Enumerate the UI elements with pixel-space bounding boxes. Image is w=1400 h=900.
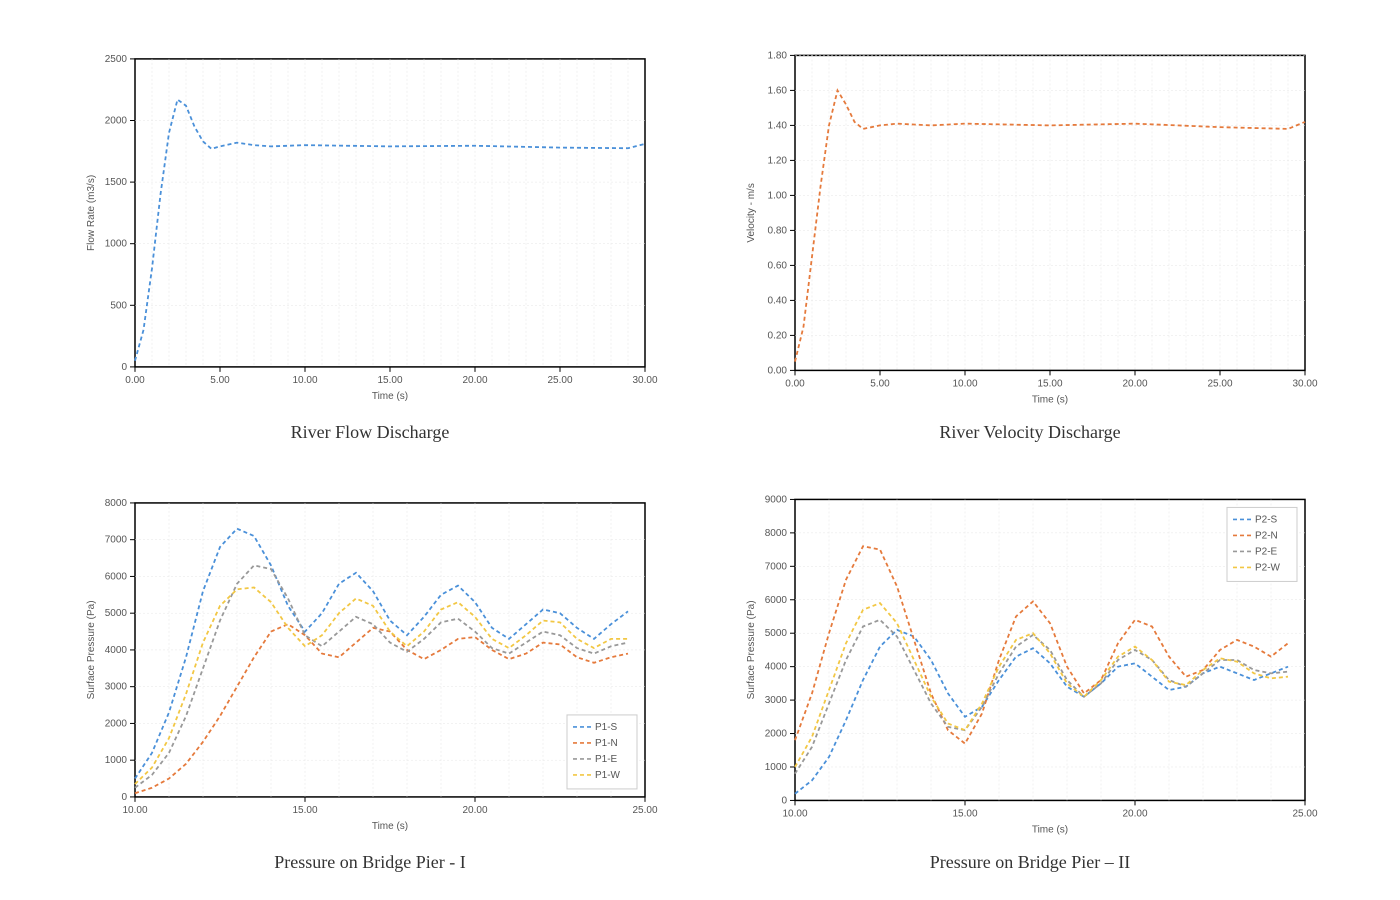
svg-text:P1-N: P1-N [595, 738, 618, 749]
svg-text:6000: 6000 [105, 571, 128, 582]
panel-pier2: 10.00 15.00 20.00 25.00 0 1000 2000 3000 4000 500… [740, 484, 1320, 874]
svg-text:4000: 4000 [765, 662, 788, 673]
svg-text:P1-E: P1-E [595, 754, 618, 765]
svg-text:0.00: 0.00 [768, 365, 788, 376]
svg-text:1.80: 1.80 [768, 50, 788, 61]
svg-text:2000: 2000 [105, 718, 128, 729]
svg-text:P1-W: P1-W [595, 770, 621, 781]
caption-velocity: River Velocity Discharge [939, 422, 1120, 444]
svg-text:20.00: 20.00 [462, 805, 487, 816]
svg-text:Flow Rate (m3/s): Flow Rate (m3/s) [86, 175, 97, 251]
svg-text:15.00: 15.00 [377, 375, 402, 386]
svg-text:1.60: 1.60 [768, 85, 788, 96]
svg-text:20.00: 20.00 [1122, 808, 1147, 819]
svg-text:9000: 9000 [765, 494, 788, 505]
svg-text:10.00: 10.00 [292, 375, 317, 386]
svg-text:Surface Pressure (Pa): Surface Pressure (Pa) [746, 600, 757, 699]
svg-text:25.00: 25.00 [547, 375, 572, 386]
svg-text:Time (s): Time (s) [1032, 824, 1068, 835]
svg-text:P2-W: P2-W [1255, 562, 1281, 573]
svg-text:500: 500 [110, 300, 127, 311]
chart-flow: 0.00 5.00 10.00 15.00 20.00 25.00 30.00 0 500 100… [80, 40, 660, 414]
panel-velocity: 0.00 5.00 10.00 15.00 20.00 25.00 30.00 0.00 0.2… [740, 40, 1320, 444]
svg-text:2000: 2000 [765, 729, 788, 740]
svg-text:8000: 8000 [765, 528, 788, 539]
svg-text:20.00: 20.00 [1122, 378, 1147, 389]
svg-text:10.00: 10.00 [782, 808, 807, 819]
svg-text:10.00: 10.00 [122, 805, 147, 816]
svg-text:Time (s): Time (s) [372, 391, 408, 402]
svg-text:15.00: 15.00 [952, 808, 977, 819]
svg-text:7000: 7000 [765, 561, 788, 572]
svg-text:1000: 1000 [105, 239, 128, 250]
panel-pier1: 10.00 15.00 20.00 25.00 0 1000 2000 3000 4000 500… [80, 484, 660, 874]
svg-text:P2-N: P2-N [1255, 530, 1278, 541]
svg-text:Time (s): Time (s) [1032, 394, 1068, 405]
svg-text:0.00: 0.00 [125, 375, 145, 386]
chart-pier2: 10.00 15.00 20.00 25.00 0 1000 2000 3000 4000 500… [740, 484, 1320, 844]
svg-text:10.00: 10.00 [952, 378, 977, 389]
svg-text:25.00: 25.00 [1207, 378, 1232, 389]
svg-text:Surface Pressure (Pa): Surface Pressure (Pa) [86, 600, 97, 699]
svg-text:6000: 6000 [765, 595, 788, 606]
svg-text:1500: 1500 [105, 177, 128, 188]
svg-text:P2-E: P2-E [1255, 546, 1278, 557]
chart-pier1: 10.00 15.00 20.00 25.00 0 1000 2000 3000 4000 500… [80, 484, 660, 844]
svg-text:1.00: 1.00 [768, 190, 788, 201]
svg-text:1.20: 1.20 [768, 155, 788, 166]
svg-text:5000: 5000 [105, 608, 128, 619]
svg-text:25.00: 25.00 [632, 805, 657, 816]
svg-text:0: 0 [121, 362, 127, 373]
svg-text:4000: 4000 [105, 645, 128, 656]
svg-text:P2-S: P2-S [1255, 514, 1278, 525]
svg-text:5000: 5000 [765, 628, 788, 639]
svg-text:0.60: 0.60 [768, 260, 788, 271]
svg-text:7000: 7000 [105, 535, 128, 546]
caption-pier2: Pressure on Bridge Pier – II [930, 852, 1130, 874]
caption-pier1: Pressure on Bridge Pier - I [274, 852, 465, 874]
svg-text:15.00: 15.00 [1037, 378, 1062, 389]
svg-text:0: 0 [781, 795, 787, 806]
chart-velocity: 0.00 5.00 10.00 15.00 20.00 25.00 30.00 0.00 0.2… [740, 40, 1320, 414]
svg-text:2500: 2500 [105, 54, 128, 65]
svg-text:Velocity - m/s: Velocity - m/s [746, 183, 757, 242]
svg-text:1000: 1000 [765, 762, 788, 773]
svg-text:0.80: 0.80 [768, 225, 788, 236]
svg-text:25.00: 25.00 [1292, 808, 1317, 819]
svg-text:P1-S: P1-S [595, 722, 618, 733]
svg-text:15.00: 15.00 [292, 805, 317, 816]
svg-text:3000: 3000 [765, 695, 788, 706]
svg-text:5.00: 5.00 [870, 378, 890, 389]
svg-text:0.20: 0.20 [768, 330, 788, 341]
svg-text:0.00: 0.00 [785, 378, 805, 389]
svg-text:1000: 1000 [105, 755, 128, 766]
panel-flow: 0.00 5.00 10.00 15.00 20.00 25.00 30.00 0 500 100… [80, 40, 660, 444]
svg-text:30.00: 30.00 [632, 375, 657, 386]
svg-text:Time (s): Time (s) [372, 821, 408, 832]
svg-text:0: 0 [121, 792, 127, 803]
caption-flow: River Flow Discharge [291, 422, 450, 444]
svg-text:1.40: 1.40 [768, 120, 788, 131]
svg-text:8000: 8000 [105, 498, 128, 509]
svg-text:5.00: 5.00 [210, 375, 230, 386]
svg-text:20.00: 20.00 [462, 375, 487, 386]
svg-text:30.00: 30.00 [1292, 378, 1317, 389]
svg-text:2000: 2000 [105, 115, 128, 126]
svg-text:0.40: 0.40 [768, 295, 788, 306]
svg-text:3000: 3000 [105, 682, 128, 693]
